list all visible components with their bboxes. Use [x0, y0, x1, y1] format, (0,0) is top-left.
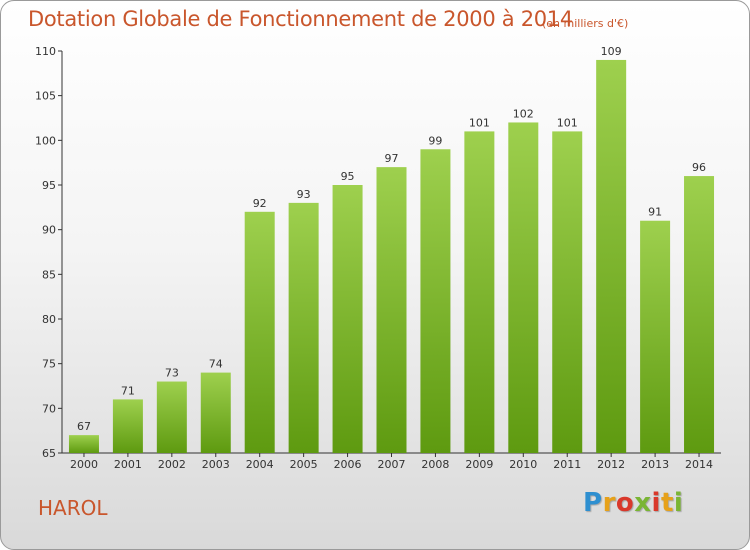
bar — [156, 381, 187, 453]
logo-letter: x — [634, 488, 652, 518]
x-tick-label: 2000 — [70, 458, 98, 471]
bar — [332, 185, 363, 453]
y-tick-label: 65 — [42, 447, 56, 460]
bar — [376, 167, 407, 453]
bar — [464, 131, 495, 453]
bar — [68, 435, 99, 453]
commune-name: HAROL — [38, 496, 108, 520]
y-tick-label: 75 — [42, 358, 56, 371]
logo-letter: t — [660, 488, 674, 518]
x-tick-label: 2008 — [421, 458, 449, 471]
data-label: 91 — [648, 206, 662, 219]
bar — [596, 59, 627, 453]
bar — [640, 220, 671, 453]
y-tick-label: 70 — [42, 402, 56, 415]
bars-group — [68, 59, 715, 454]
x-tick-label: 2009 — [465, 458, 493, 471]
bar — [552, 131, 583, 453]
bar — [112, 399, 143, 453]
data-label: 73 — [165, 367, 179, 380]
bar — [508, 122, 539, 453]
logo-letter: o — [615, 488, 635, 518]
x-tick-label: 2002 — [158, 458, 186, 471]
y-tick-label: 80 — [42, 313, 56, 326]
axes-group: 65 70 75 80 85 90 95 100 105 110 — [35, 45, 721, 460]
labels-group: 67 2000 71 2001 73 2002 74 2003 92 2004 93 2005 95 20… — [70, 45, 713, 471]
y-tick-label: 105 — [35, 90, 56, 103]
data-label: 101 — [469, 116, 490, 129]
y-tick-label: 85 — [42, 268, 56, 281]
x-tick-label: 2007 — [378, 458, 406, 471]
x-tick-label: 2004 — [246, 458, 274, 471]
data-label: 67 — [77, 420, 91, 433]
chart-subtitle: (en milliers d'€) — [542, 17, 629, 30]
bar — [244, 211, 275, 453]
bar — [420, 149, 451, 453]
y-tick-label: 100 — [35, 134, 56, 147]
data-label: 102 — [513, 107, 534, 120]
data-label: 71 — [121, 384, 135, 397]
data-label: 95 — [341, 170, 355, 183]
logo-letter: i — [651, 488, 661, 518]
logo-letter: P — [583, 488, 603, 518]
proxiti-logo: Proxiti — [583, 488, 683, 518]
x-tick-label: 2013 — [641, 458, 669, 471]
bar — [200, 372, 231, 453]
x-tick-label: 2003 — [202, 458, 230, 471]
data-label: 101 — [557, 116, 578, 129]
x-tick-label: 2010 — [509, 458, 537, 471]
y-tick-label: 110 — [35, 45, 56, 58]
bar — [288, 202, 319, 453]
logo-letter: i — [673, 488, 684, 518]
x-tick-label: 2011 — [553, 458, 581, 471]
data-label: 93 — [297, 188, 311, 201]
data-label: 97 — [385, 152, 399, 165]
x-tick-label: 2005 — [290, 458, 318, 471]
chart-title: Dotation Globale de Fonctionnement de 20… — [28, 7, 573, 31]
data-label: 74 — [209, 358, 223, 371]
y-tick-label: 90 — [42, 224, 56, 237]
x-tick-label: 2012 — [597, 458, 625, 471]
data-label: 99 — [428, 134, 442, 147]
logo-letter: r — [602, 488, 616, 518]
bar — [684, 176, 715, 454]
y-tick-label: 95 — [42, 179, 56, 192]
data-label: 96 — [692, 161, 706, 174]
x-tick-label: 2014 — [685, 458, 713, 471]
x-tick-label: 2006 — [334, 458, 362, 471]
data-label: 109 — [601, 45, 622, 58]
data-label: 92 — [253, 197, 267, 210]
x-tick-label: 2001 — [114, 458, 142, 471]
